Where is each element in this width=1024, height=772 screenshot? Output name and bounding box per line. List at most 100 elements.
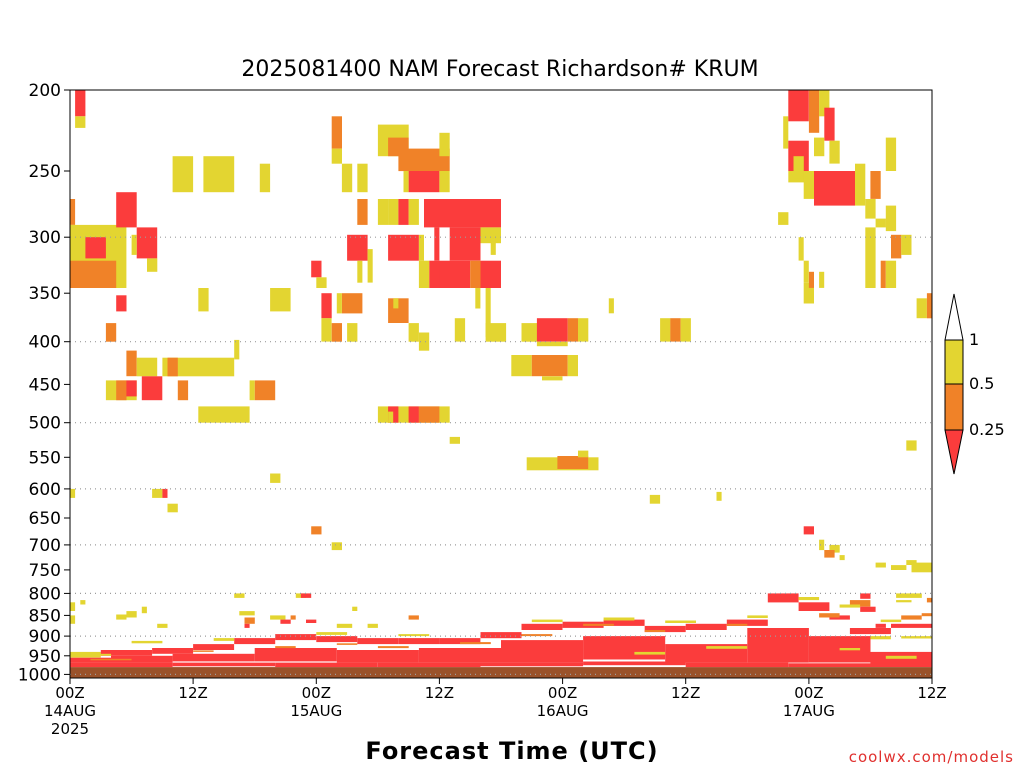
ri-cell-123: [865, 199, 876, 219]
ri-cell-146: [875, 562, 886, 568]
y-tick-label-700: 700: [29, 536, 61, 556]
ri-cell-242: [634, 651, 666, 655]
ri-cell-126: [778, 212, 789, 225]
ri-cell-128: [803, 260, 809, 283]
ri-cell-219: [377, 646, 409, 649]
ri-cell-50: [388, 234, 419, 261]
ri-cell-94: [567, 318, 578, 342]
ri-cell-32: [152, 488, 163, 498]
ri-cell-130: [808, 271, 814, 288]
ri-cell-216: [193, 650, 214, 652]
y-tick-label-750: 750: [29, 561, 61, 581]
ri-cell-225: [819, 613, 840, 618]
ri-cell-187: [685, 623, 727, 630]
ri-cell-52: [398, 199, 409, 225]
ri-cell-5: [70, 260, 117, 288]
ri-cell-246: [885, 655, 917, 659]
ri-cell-240: [901, 636, 932, 639]
ri-cell-114: [814, 137, 825, 157]
ri-cell-161: [352, 606, 358, 611]
ri-cell-235: [665, 620, 696, 623]
legend-label-1: 0.5: [969, 374, 994, 393]
ri-cell-96: [536, 341, 568, 347]
ri-cell-91: [449, 436, 460, 444]
ri-cell-175: [193, 644, 235, 650]
ri-cell-64: [429, 260, 440, 288]
ri-cell-98: [531, 355, 568, 377]
ri-cell-109: [783, 116, 789, 149]
ri-cell-189: [767, 593, 799, 603]
ri-cell-220: [460, 642, 491, 645]
ri-cell-200: [501, 640, 584, 663]
ri-cell-104: [608, 298, 614, 314]
ri-cell-164: [244, 617, 255, 624]
ri-cell-171: [367, 623, 378, 628]
ri-cell-7: [116, 192, 137, 228]
ri-cell-211: [480, 662, 584, 667]
ri-cell-228: [921, 613, 932, 617]
ri-cell-120: [814, 171, 855, 206]
ri-cell-56: [398, 148, 450, 172]
ri-cell-1: [75, 90, 86, 117]
ri-cell-21: [141, 376, 163, 401]
ri-cell-93: [536, 318, 568, 342]
ri-cell-244: [839, 648, 861, 651]
x-tick-date-0: 14AUG: [44, 702, 96, 720]
ri-cell-245: [870, 636, 891, 640]
ri-cell-62: [434, 227, 440, 261]
ri-cell-20: [126, 380, 137, 397]
ri-cell-166: [270, 615, 286, 620]
ri-cell-111: [808, 90, 820, 133]
ri-cell-208: [172, 662, 276, 667]
ri-cell-229: [131, 640, 163, 644]
ri-cell-173: [100, 650, 153, 656]
ri-cell-11: [116, 295, 127, 312]
ri-cell-142: [819, 539, 825, 551]
ri-cell-178: [316, 636, 358, 643]
x-tick-label-7: 12Z: [917, 684, 946, 702]
y-tick-label-850: 850: [29, 606, 61, 626]
x-tick-label-1: 12Z: [178, 684, 207, 702]
ri-cell-132: [865, 227, 876, 288]
ri-cell-79: [321, 293, 332, 319]
ri-cell-236: [747, 615, 768, 618]
ri-cell-81: [326, 318, 332, 342]
ri-cell-122: [870, 171, 881, 199]
x-tick-label-2: 00Z: [302, 684, 331, 702]
ri-cell-51: [418, 234, 424, 261]
ri-cell-165: [244, 623, 250, 628]
ri-cell-72: [485, 288, 491, 338]
ri-cell-87: [388, 406, 399, 423]
ri-cell-182: [480, 632, 522, 639]
ri-cell-78: [454, 318, 466, 342]
x-tick-label-0: 00Z: [55, 684, 84, 702]
ri-cell-239: [880, 619, 902, 623]
ri-cell-237: [798, 597, 820, 601]
ri-cell-10: [147, 258, 158, 272]
ri-cell-143: [829, 544, 840, 553]
ri-cell-40: [341, 163, 353, 193]
ri-cell-223: [644, 630, 666, 632]
ri-cell-125: [885, 137, 897, 171]
ri-cell-251: [896, 600, 912, 603]
ri-cell-97: [511, 355, 532, 377]
ri-cell-226: [849, 600, 871, 607]
ri-cell-19: [116, 380, 127, 401]
ri-cell-100: [542, 376, 563, 381]
ri-cell-12: [105, 323, 117, 342]
ri-cell-209: [275, 662, 378, 668]
ri-cell-77: [418, 332, 430, 351]
ri-cell-76: [408, 323, 419, 342]
ri-cell-145: [839, 555, 845, 561]
ri-cell-74: [388, 298, 409, 323]
ri-cell-137: [885, 205, 897, 232]
ri-cell-84: [347, 323, 358, 342]
x-tick-date-2: 15AUG: [290, 702, 342, 720]
legend-swatch-0: [944, 293, 964, 341]
ri-cell-14: [136, 357, 158, 377]
ri-cell-22: [177, 380, 189, 401]
ri-cell-3: [70, 199, 76, 225]
y-tick-label-900: 900: [29, 627, 61, 647]
ri-cell-90: [388, 411, 394, 423]
ri-cell-112: [819, 90, 830, 117]
